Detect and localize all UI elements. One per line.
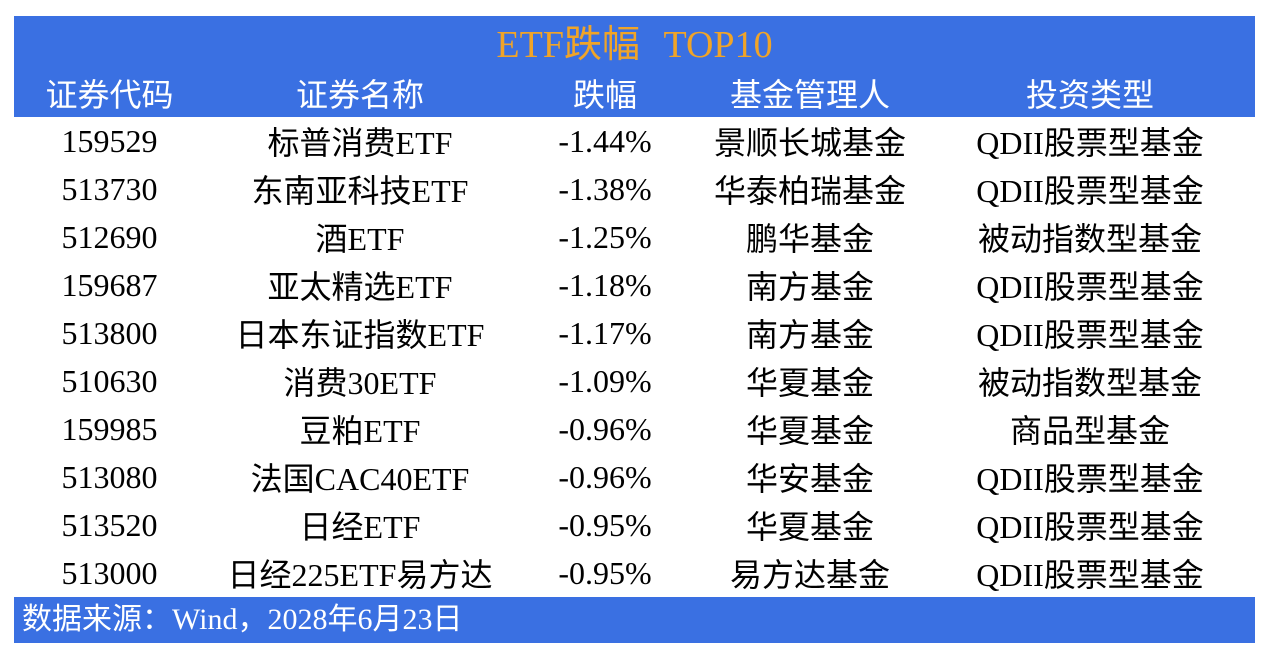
cell-name: 豆粕ETF: [299, 413, 421, 449]
cell-change: -1.09%: [558, 362, 652, 399]
cell-change: -0.95%: [558, 554, 652, 591]
column-header-code: 证券代码: [45, 76, 174, 113]
table-row: 513000 日经225ETF易方达 -0.95% 易方达基金 QDII股票型基…: [14, 549, 1255, 597]
cell-change: -0.96%: [558, 458, 652, 495]
cell-type: QDII股票型基金: [976, 269, 1204, 305]
table-row: 513080 法国CAC40ETF -0.96% 华安基金 QDII股票型基金: [14, 453, 1255, 501]
cell-code: 510630: [61, 362, 158, 399]
data-source-text: 数据来源：Wind，2028年6月23日: [22, 603, 463, 636]
cell-code: 159687: [61, 266, 158, 303]
cell-type: 被动指数型基金: [977, 365, 1202, 401]
table-row: 510630 消费30ETF -1.09% 华夏基金 被动指数型基金: [14, 357, 1255, 405]
table-header-banner: ETF跌幅 TOP10 证券代码 证券名称 跌幅 基金管理人 投资类型: [14, 16, 1255, 117]
table-row: 513800 日本东证指数ETF -1.17% 南方基金 QDII股票型基金: [14, 309, 1255, 357]
cell-name: 日本东证指数ETF: [235, 317, 485, 353]
cell-code: 159529: [61, 122, 158, 159]
cell-manager: 华夏基金: [745, 365, 874, 401]
cell-change: -1.18%: [558, 266, 652, 303]
cell-name: 日经ETF: [299, 509, 421, 545]
cell-code: 513800: [61, 314, 158, 351]
cell-change: -1.17%: [558, 314, 652, 351]
table-row: 512690 酒ETF -1.25% 鹏华基金 被动指数型基金: [14, 213, 1255, 261]
cell-type: QDII股票型基金: [976, 509, 1204, 545]
table-body: 159529 标普消费ETF -1.44% 景顺长城基金 QDII股票型基金 5…: [14, 117, 1255, 597]
column-header-type: 投资类型: [1025, 76, 1154, 113]
column-header-change: 跌幅: [572, 76, 637, 113]
cell-name: 法国CAC40ETF: [250, 461, 470, 497]
cell-type: 被动指数型基金: [977, 221, 1202, 257]
cell-change: -1.44%: [558, 122, 652, 159]
cell-manager: 华夏基金: [745, 509, 874, 545]
cell-manager: 华夏基金: [745, 413, 874, 449]
cell-manager: 景顺长城基金: [713, 125, 906, 161]
cell-type: QDII股票型基金: [976, 461, 1204, 497]
cell-manager: 南方基金: [745, 317, 874, 353]
cell-name: 日经225ETF易方达: [227, 557, 493, 593]
cell-name: 亚太精选ETF: [267, 269, 453, 305]
cell-type: QDII股票型基金: [976, 317, 1204, 353]
cell-code: 513730: [61, 170, 158, 207]
cell-code: 512690: [61, 218, 158, 255]
cell-manager: 易方达基金: [729, 557, 890, 593]
cell-code: 513000: [61, 554, 158, 591]
table-row: 513520 日经ETF -0.95% 华夏基金 QDII股票型基金: [14, 501, 1255, 549]
page-title: ETF跌幅 TOP10: [496, 24, 773, 66]
cell-manager: 华泰柏瑞基金: [713, 173, 906, 209]
table-row: 159687 亚太精选ETF -1.18% 南方基金 QDII股票型基金: [14, 261, 1255, 309]
cell-manager: 华安基金: [745, 461, 874, 497]
cell-manager: 南方基金: [745, 269, 874, 305]
table-row: 159985 豆粕ETF -0.96% 华夏基金 商品型基金: [14, 405, 1255, 453]
table-row: 513730 东南亚科技ETF -1.38% 华泰柏瑞基金 QDII股票型基金: [14, 165, 1255, 213]
cell-code: 159985: [61, 410, 158, 447]
cell-code: 513080: [61, 458, 158, 495]
cell-type: QDII股票型基金: [976, 173, 1204, 209]
column-header-name: 证券名称: [295, 76, 424, 113]
data-source-bar: 数据来源：Wind，2028年6月23日: [14, 597, 1255, 643]
column-header-manager: 基金管理人: [729, 76, 890, 113]
cell-change: -1.25%: [558, 218, 652, 255]
cell-manager: 鹏华基金: [745, 221, 874, 257]
cell-code: 513520: [61, 506, 158, 543]
cell-change: -1.38%: [558, 170, 652, 207]
cell-name: 标普消费ETF: [267, 125, 453, 161]
cell-type: QDII股票型基金: [976, 557, 1204, 593]
column-header-row: 证券代码 证券名称 跌幅 基金管理人 投资类型: [14, 68, 1255, 117]
cell-change: -0.95%: [558, 506, 652, 543]
cell-name: 消费30ETF: [283, 365, 437, 401]
table-row: 159529 标普消费ETF -1.44% 景顺长城基金 QDII股票型基金: [14, 117, 1255, 165]
cell-type: QDII股票型基金: [976, 125, 1204, 161]
cell-name: 东南亚科技ETF: [251, 173, 469, 209]
cell-name: 酒ETF: [315, 221, 405, 257]
cell-change: -0.96%: [558, 410, 652, 447]
cell-type: 商品型基金: [1009, 413, 1170, 449]
